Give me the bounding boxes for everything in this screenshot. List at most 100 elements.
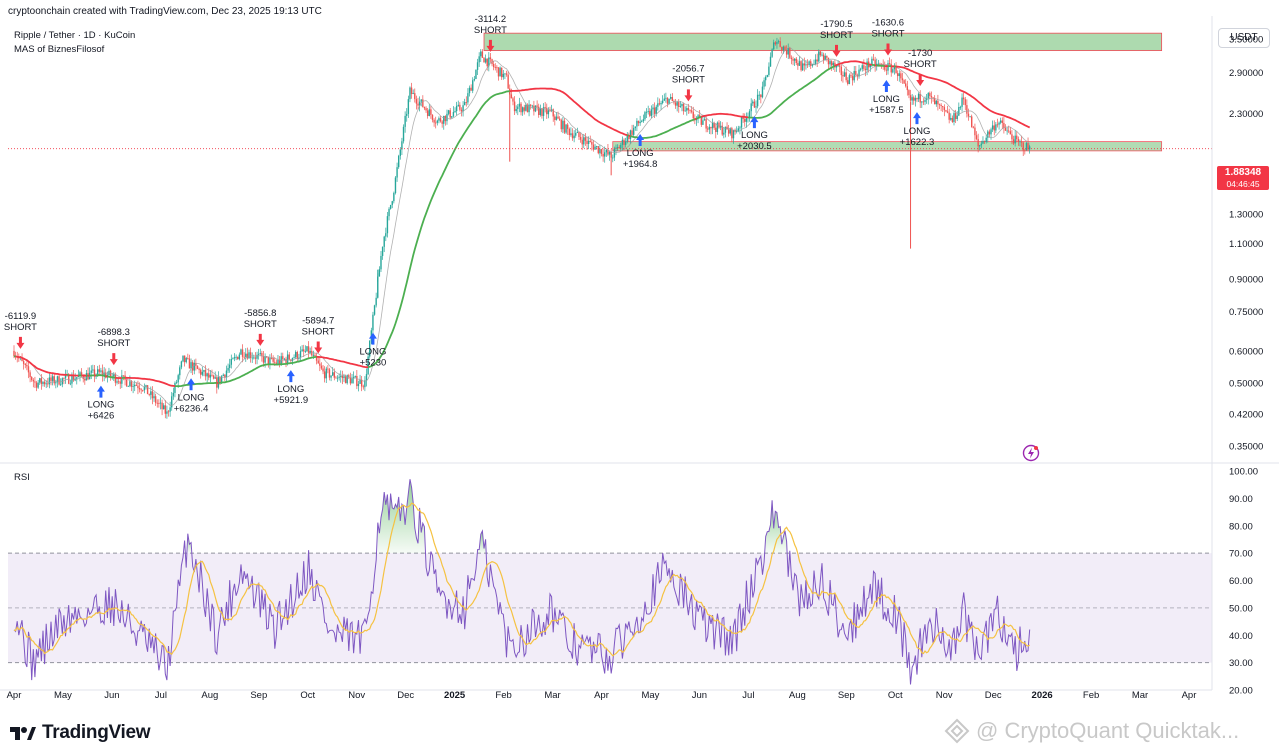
candle: [851, 76, 854, 81]
candle: [602, 153, 604, 157]
ma-trend-line: [696, 116, 702, 120]
candle: [864, 68, 867, 71]
candle: [203, 370, 205, 372]
candle: [814, 59, 817, 65]
signal-label: +6426: [88, 411, 115, 422]
candle: [274, 361, 276, 363]
candle: [863, 65, 865, 69]
candle: [241, 349, 244, 357]
ma-trend-line: [367, 90, 510, 368]
candle: [887, 63, 889, 71]
time-tick-label: Apr: [1182, 690, 1197, 701]
candle: [898, 73, 900, 77]
candle: [22, 361, 25, 364]
candle: [204, 370, 207, 377]
candle: [632, 128, 635, 135]
candle: [642, 119, 645, 122]
candle: [330, 375, 332, 378]
candle: [649, 111, 651, 116]
signal-label: SHORT: [474, 25, 507, 36]
candle: [971, 116, 973, 128]
candle: [541, 108, 543, 116]
candle: [1012, 139, 1015, 144]
candle: [913, 97, 915, 101]
candle: [55, 382, 57, 384]
candle: [678, 102, 680, 108]
rsi-label[interactable]: RSI: [14, 472, 30, 483]
long-signal: LONG+6426: [87, 385, 115, 422]
candle: [977, 139, 979, 147]
price-pane: -6119.9SHORTLONG+6426-6898.3SHORTLONG+62…: [4, 14, 1212, 422]
candle: [439, 118, 442, 122]
candle: [393, 192, 395, 202]
time-tick-label: 2025: [444, 690, 466, 701]
candle: [972, 127, 975, 129]
candle: [866, 61, 868, 71]
candle: [391, 201, 393, 205]
candle: [433, 119, 435, 123]
candle: [830, 61, 833, 66]
candle: [185, 357, 187, 363]
candle: [188, 358, 191, 369]
candle: [853, 71, 855, 81]
currency-unit-button[interactable]: USDT: [1218, 28, 1270, 48]
candle: [196, 365, 199, 369]
lightning-icon[interactable]: [1022, 444, 1040, 462]
price-chart[interactable]: -6119.9SHORTLONG+6426-6898.3SHORTLONG+62…: [0, 0, 1280, 716]
candle: [900, 73, 902, 79]
candle: [264, 356, 266, 363]
candle: [507, 74, 509, 89]
candle: [476, 62, 479, 70]
candle: [431, 114, 434, 120]
candle: [924, 100, 926, 102]
candle: [148, 394, 150, 395]
candle: [942, 106, 944, 108]
signal-label: LONG: [87, 400, 114, 411]
candle: [933, 97, 936, 105]
candle: [127, 386, 129, 387]
candle: [587, 140, 590, 144]
candle: [143, 386, 146, 391]
candle: [72, 375, 75, 381]
candle: [56, 376, 59, 383]
long-signal: LONG+1622.3: [900, 112, 934, 148]
candle: [874, 59, 876, 67]
rsi-line: [13, 479, 1031, 685]
candle: [676, 102, 678, 106]
candle: [98, 369, 101, 372]
candle: [715, 127, 717, 133]
candle: [59, 384, 62, 386]
long-signal: LONG+2030.5: [737, 116, 772, 152]
candle: [418, 101, 421, 106]
candle: [151, 391, 154, 399]
candle: [671, 97, 674, 101]
candle: [63, 378, 65, 380]
chart-header: cryptoonchain created with TradingView.c…: [8, 6, 322, 17]
indicator-label[interactable]: MAS of BiznesFilosof: [14, 44, 105, 55]
symbol-label[interactable]: Ripple / Tether · 1D · KuCoin: [14, 30, 136, 41]
candle: [734, 130, 736, 132]
rsi-tick-label: 40.00: [1229, 631, 1253, 642]
candle: [349, 377, 352, 384]
signal-label: LONG: [359, 347, 386, 358]
candle: [528, 104, 530, 113]
candle: [546, 107, 548, 115]
signal-label: LONG: [277, 384, 304, 395]
candle: [932, 97, 934, 99]
time-tick-label: May: [641, 690, 659, 701]
candle: [35, 382, 38, 388]
candle: [438, 118, 440, 121]
candle: [68, 374, 70, 384]
candle: [811, 64, 814, 66]
candle: [364, 380, 366, 388]
candle: [906, 86, 909, 91]
candle: [850, 75, 852, 77]
candle: [175, 382, 178, 384]
candle: [377, 276, 379, 298]
candle: [121, 375, 123, 384]
candle: [674, 102, 677, 106]
candle: [847, 80, 849, 84]
candle: [752, 101, 754, 104]
